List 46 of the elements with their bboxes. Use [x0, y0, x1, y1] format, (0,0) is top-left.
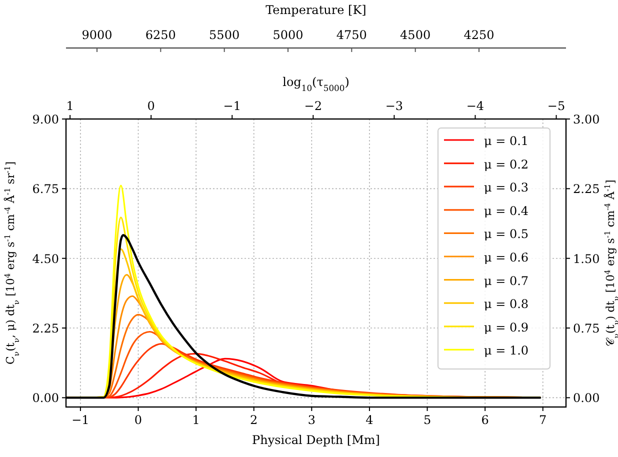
x2-tick-label: −3	[385, 99, 404, 113]
y2-tick-label: 0.00	[573, 391, 600, 406]
y2-tick-label: 0.75	[573, 322, 600, 336]
y-tick-label: 0.00	[32, 391, 59, 406]
x2-tick-label: −4	[466, 99, 484, 113]
legend-label: μ = 0.8	[484, 297, 529, 312]
x2-tick-label: 1	[66, 99, 74, 113]
y-tick-label: 2.25	[32, 322, 59, 336]
x-axis-title: Physical Depth [Mm]	[252, 433, 380, 447]
y-tick-label: 6.75	[32, 182, 59, 196]
y-tick-label: 9.00	[32, 112, 59, 126]
legend-label: μ = 0.4	[484, 204, 529, 218]
x-tick-label: 6	[481, 413, 489, 427]
text: 6250	[145, 28, 176, 42]
x2-axis-title: log$_{10}$(τ$_{5000}$)	[282, 75, 350, 93]
text: 9000	[82, 28, 112, 42]
legend-label: μ = 0.9	[484, 320, 529, 334]
legend-label: μ = 0.5	[484, 227, 529, 242]
text: 4500	[400, 28, 431, 42]
x-tick-label: 7	[539, 413, 547, 427]
y2-tick-label: 3.00	[573, 112, 600, 126]
x-tick-label: 5	[423, 413, 432, 427]
text: 4750	[336, 28, 367, 42]
legend-label: μ = 1.0	[484, 344, 529, 358]
text: 5500	[209, 28, 240, 42]
text: 5000	[272, 28, 304, 42]
x-tick-label: 0	[134, 413, 142, 427]
legend-label: μ = 0.3	[484, 180, 529, 195]
x2-tick-label: −2	[304, 99, 322, 113]
legend-label: μ = 0.6	[484, 250, 529, 264]
x-tick-label: 2	[250, 413, 258, 427]
x-tick-label: 3	[308, 413, 316, 427]
x-tick-label: −1	[72, 413, 90, 427]
legend-label: μ = 0.1	[484, 134, 529, 148]
y-tick-label: 4.50	[32, 252, 59, 266]
y2-tick-label: 2.25	[573, 182, 600, 196]
legend-label: μ = 0.7	[484, 274, 529, 288]
text: 4250	[464, 28, 494, 42]
x2-tick-label: 0	[147, 99, 155, 113]
y2-tick-label: 1.50	[573, 252, 600, 266]
x-tick-label: 1	[192, 413, 200, 427]
x2-tick-label: −1	[223, 99, 241, 113]
x2-tick-label: −5	[547, 99, 566, 113]
legend-label: μ = 0.2	[484, 157, 529, 172]
x-tick-label: 4	[366, 413, 374, 427]
text: Temperature [K]	[266, 3, 366, 17]
